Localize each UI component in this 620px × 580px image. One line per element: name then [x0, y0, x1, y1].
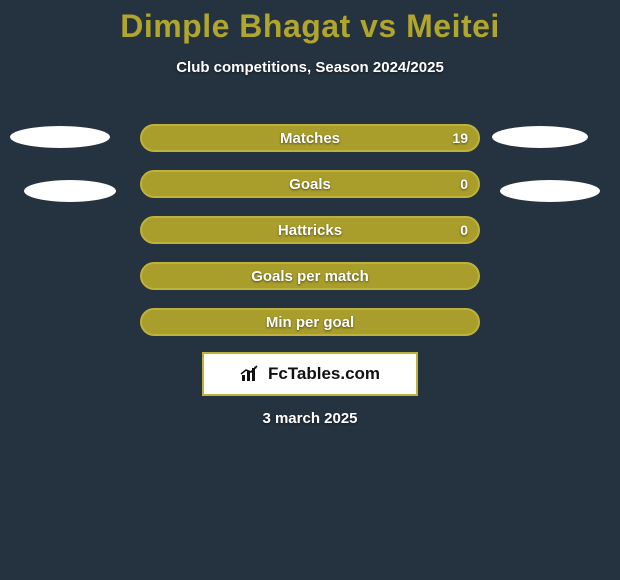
logo-text: FcTables.com [268, 364, 380, 384]
stat-bar: Goals0 [140, 170, 480, 198]
date-text: 3 march 2025 [0, 410, 620, 427]
avatar-placeholder [10, 126, 110, 148]
stat-label: Hattricks [142, 218, 478, 242]
stat-label: Min per goal [142, 310, 478, 334]
stat-row: Goals per match [0, 262, 620, 308]
avatar-placeholder [24, 180, 116, 202]
avatar-placeholder [500, 180, 600, 202]
stat-row: Min per goal [0, 308, 620, 354]
stat-value: 0 [460, 218, 468, 242]
stat-label: Goals [142, 172, 478, 196]
stat-bar: Hattricks0 [140, 216, 480, 244]
stat-bar: Min per goal [140, 308, 480, 336]
stats-canvas: Dimple Bhagat vs Meitei Club competition… [0, 0, 620, 580]
subtitle: Club competitions, Season 2024/2025 [0, 59, 620, 76]
stat-label: Goals per match [142, 264, 478, 288]
stat-row: Hattricks0 [0, 216, 620, 262]
stat-bar: Goals per match [140, 262, 480, 290]
chart-icon [240, 365, 262, 383]
logo-box: FcTables.com [202, 352, 418, 396]
stat-rows: Matches19Goals0Hattricks0Goals per match… [0, 124, 620, 354]
stat-label: Matches [142, 126, 478, 150]
avatar-placeholder [492, 126, 588, 148]
page-title: Dimple Bhagat vs Meitei [0, 0, 620, 45]
stat-value: 0 [460, 172, 468, 196]
stat-bar: Matches19 [140, 124, 480, 152]
stat-value: 19 [452, 126, 468, 150]
